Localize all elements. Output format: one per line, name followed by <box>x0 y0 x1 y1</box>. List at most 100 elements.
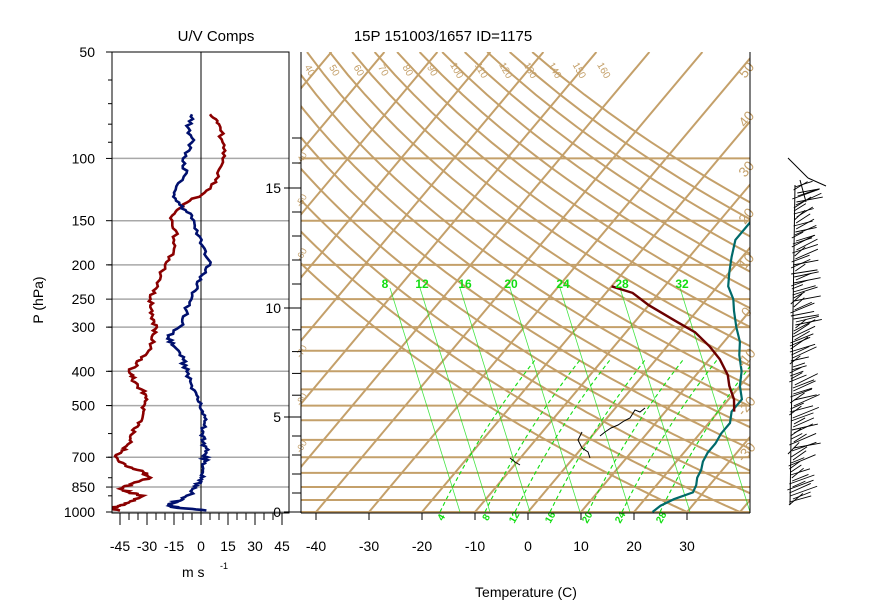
dashed-line-label: 4 <box>436 512 449 523</box>
wind-barb <box>793 387 813 395</box>
uv-speed-tick-label: 0 <box>197 538 205 554</box>
wind-barb <box>790 333 814 344</box>
right-isotherm-label: -10 <box>734 345 759 371</box>
dry-adiabat-line <box>301 73 750 408</box>
isotherm-line <box>301 52 651 469</box>
dashed-line-label: 20 <box>580 510 595 526</box>
moist-dashed-lines <box>439 359 750 513</box>
uv-speed-tick-label: -30 <box>137 538 157 554</box>
right-isotherm-label: 10 <box>735 250 757 272</box>
dry-adiabat-label: 150 <box>570 61 588 81</box>
wind-barb <box>793 323 810 335</box>
wind-barb <box>807 177 827 187</box>
wind-barb <box>795 192 822 206</box>
wind-barb <box>794 373 818 386</box>
moist-dashed-line <box>621 359 718 513</box>
uv-panel-title: U/V Comps <box>178 28 255 45</box>
mixing-ratio-label: 28 <box>615 277 629 291</box>
isotherm-line <box>301 52 545 343</box>
mixing-ratio-label: 12 <box>415 277 429 291</box>
wind-barb <box>793 196 812 209</box>
wind-barb <box>792 379 815 389</box>
uv-speed-tick-label: 15 <box>220 538 236 554</box>
wind-barb <box>793 295 821 302</box>
uv-pressure-tick-label: 300 <box>72 319 96 335</box>
wind-barb <box>792 244 818 254</box>
wind-barb <box>791 254 810 263</box>
wind-barb <box>793 423 814 434</box>
wind-barb <box>791 423 818 431</box>
wind-barb <box>789 474 815 485</box>
wind-barb <box>793 277 821 284</box>
height-tick-label: 5 <box>273 409 281 425</box>
dry-adiabat-label: 40 <box>302 63 317 79</box>
wind-barb <box>790 457 805 464</box>
dry-adiabat-label: 90 <box>424 63 439 79</box>
isotherm-line <box>793 52 887 512</box>
dashed-line-label: 16 <box>543 510 558 526</box>
dashed-line-label: 8 <box>481 512 494 523</box>
wind-barb <box>792 188 820 200</box>
wind-barb <box>790 311 815 317</box>
dashed-line-label: 24 <box>613 510 628 526</box>
wind-barb <box>789 392 805 404</box>
dry-adiabat-label: 110 <box>472 61 490 81</box>
skewt-panel-title: 15P 151003/1657 ID=1175 <box>354 28 532 45</box>
wind-barb <box>792 480 806 488</box>
dry-adiabat-labels: 40 50 60 70 80 90 100 110 120 130 140 150 160 <box>302 61 613 81</box>
dry-adiabat-label: 80 <box>400 63 415 79</box>
wind-barb <box>791 433 803 440</box>
wind-barb <box>795 263 806 272</box>
dry-adiabat-label: 130 <box>521 61 539 81</box>
wind-barb <box>789 366 802 374</box>
wind-barb <box>793 417 806 425</box>
uv-pressure-tick-label: 400 <box>72 363 96 379</box>
wind-barb <box>797 188 820 194</box>
right-isotherm-label: -20 <box>734 393 759 419</box>
temperature-tick-label: -30 <box>359 538 379 554</box>
wind-barb <box>794 394 817 401</box>
wind-barb <box>795 248 819 260</box>
wind-barb <box>789 374 807 383</box>
wind-barb <box>793 314 819 320</box>
v-component-line <box>165 113 213 512</box>
uv-pressure-tick-label: 50 <box>79 44 95 60</box>
wind-barb <box>794 301 813 311</box>
uv-pressure-tick-label: 1000 <box>64 504 95 520</box>
dry-adiabat-line <box>328 52 750 367</box>
mixing-ratio-line <box>559 287 631 513</box>
dry-adiabat-line <box>351 52 750 348</box>
wind-barb <box>795 213 811 224</box>
wind-barb <box>789 485 818 497</box>
dry-adiabat-line <box>306 52 750 387</box>
wind-barbs-column <box>787 157 827 506</box>
wind-barb <box>795 315 819 323</box>
temperature-tick-label: 30 <box>679 538 695 554</box>
temperature-profile-line <box>651 220 750 513</box>
temperature-tick-label: 20 <box>626 538 642 554</box>
uv-pressure-tick-label: 250 <box>72 291 96 307</box>
moist-dashed-line <box>484 359 581 513</box>
uv-speed-tick-label: -15 <box>164 538 184 554</box>
temperature-tick-label: -10 <box>465 538 485 554</box>
wind-barb <box>790 402 804 410</box>
wind-barb <box>793 442 821 449</box>
wind-barb <box>790 412 814 422</box>
wind-barb <box>792 417 815 428</box>
wind-barb <box>790 302 815 314</box>
wind-barb <box>797 189 816 197</box>
wind-barb <box>789 495 812 503</box>
isotherm-line <box>580 309 750 513</box>
dry-adiabat-label: 100 <box>447 61 465 81</box>
moist-dashed-line <box>659 365 750 513</box>
temperature-tick-label: -40 <box>306 538 326 554</box>
height-tick-label: 10 <box>265 300 281 316</box>
wind-barb <box>795 218 815 230</box>
wind-barb <box>792 491 811 500</box>
uv-pressure-tick-label: 150 <box>72 213 96 229</box>
right-isotherm-label: 30 <box>735 158 757 180</box>
dry-adiabat-line <box>418 52 750 291</box>
wind-barb <box>795 318 822 326</box>
